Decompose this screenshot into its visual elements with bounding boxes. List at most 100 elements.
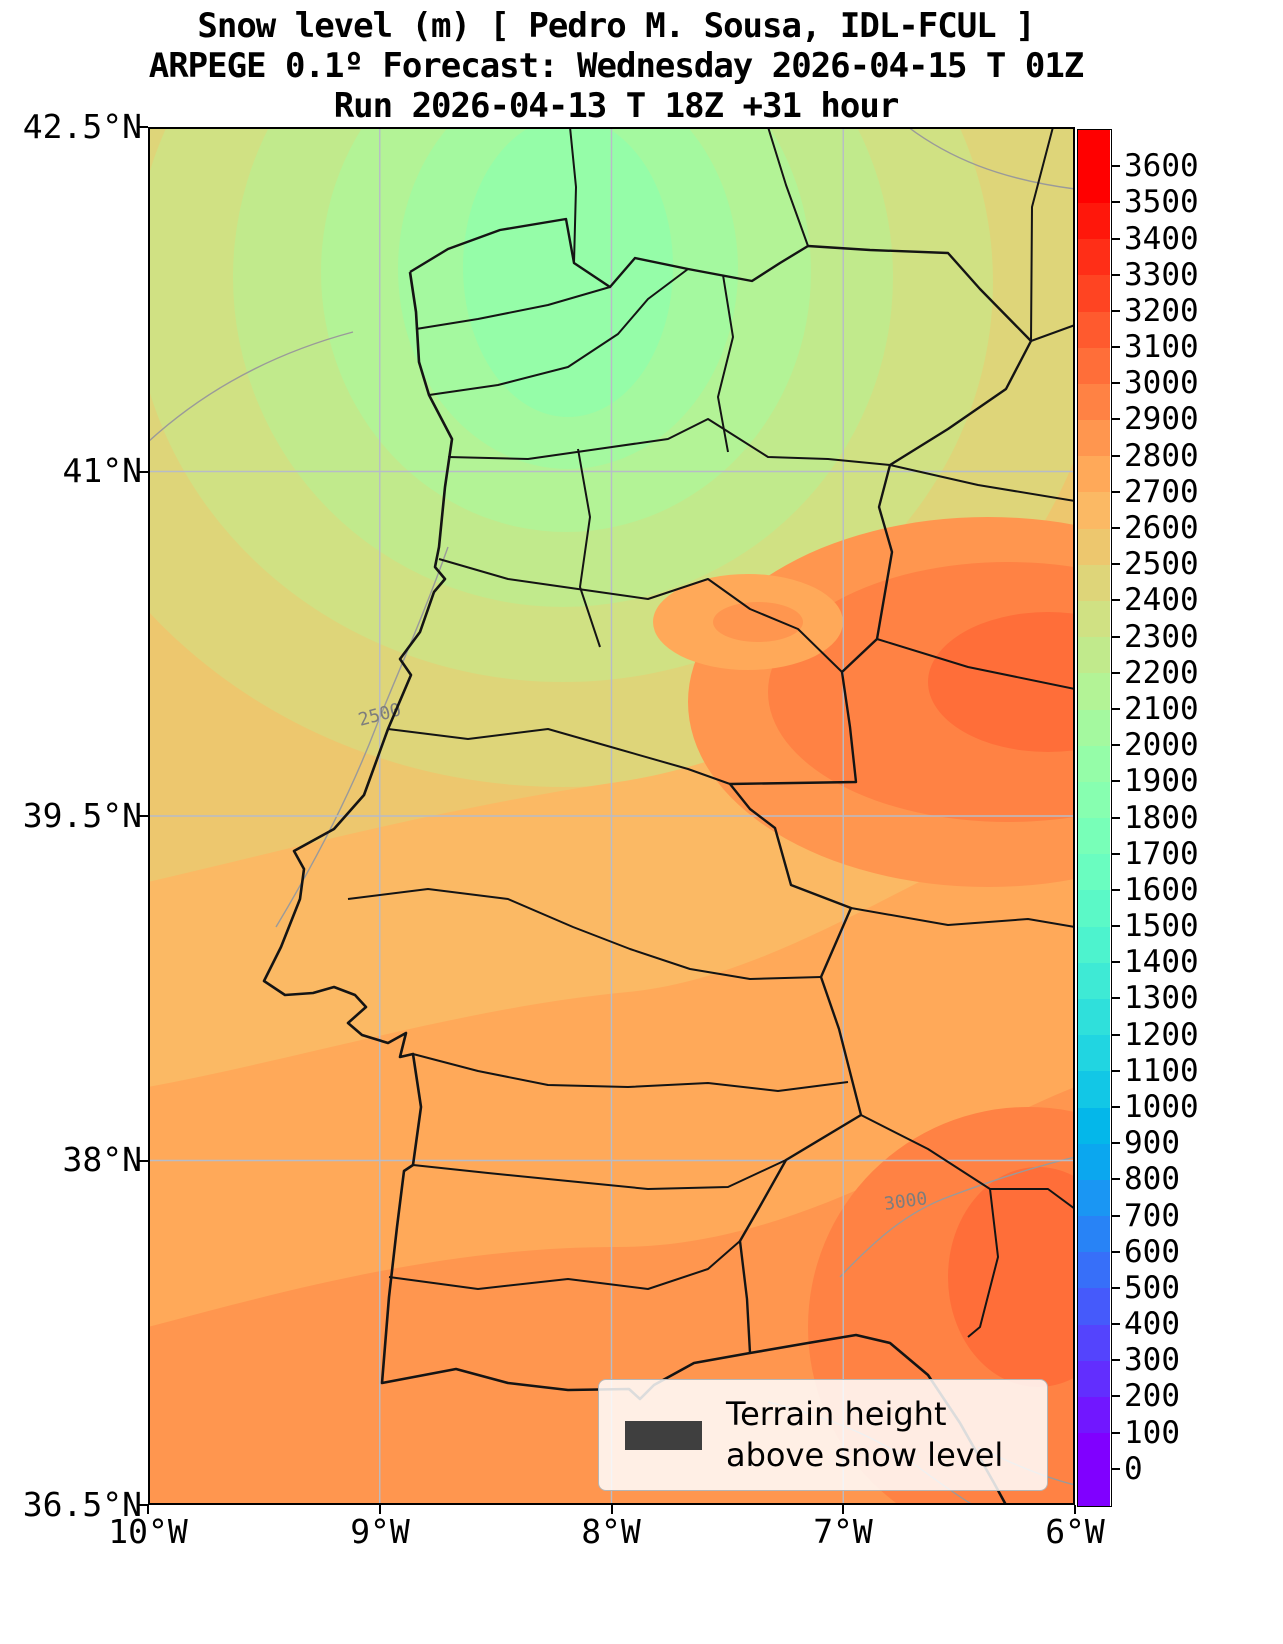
- colorbar-band: [1078, 1034, 1110, 1072]
- colorbar-tick-label: 1000: [1124, 1088, 1199, 1125]
- colorbar-band: [1078, 745, 1110, 782]
- colorbar-tick-mark: [1111, 1105, 1120, 1108]
- y-tick-label: 36.5°N: [22, 1485, 142, 1524]
- colorbar-band: [1078, 274, 1110, 312]
- colorbar-tick-label: 1800: [1124, 799, 1199, 836]
- y-tick-label: 39.5°N: [22, 796, 142, 835]
- colorbar-tick-label: 2400: [1124, 582, 1199, 619]
- colorbar-tick-mark: [1111, 563, 1120, 566]
- title-line-1: Snow level (m) [ Pedro M. Sousa, IDL-FCU…: [197, 6, 1035, 46]
- colorbar-tick-label: 3300: [1124, 256, 1199, 293]
- colorbar-band: [1078, 889, 1110, 927]
- colorbar-band: [1078, 636, 1110, 674]
- colorbar-tick-mark: [1111, 925, 1120, 928]
- colorbar-tick-label: 3000: [1124, 365, 1199, 402]
- x-tick-label: 10°W: [108, 1512, 188, 1551]
- y-axis-tick-mark: [139, 815, 148, 817]
- colorbar-band: [1078, 347, 1110, 384]
- colorbar-band: [1078, 998, 1110, 1036]
- colorbar-band: [1078, 1106, 1110, 1144]
- y-tick-label: 38°N: [62, 1140, 142, 1179]
- title-block: Snow level (m) [ Pedro M. Sousa, IDL-FCU…: [0, 6, 1232, 126]
- colorbar-tick-mark: [1111, 888, 1120, 891]
- colorbar-tick-label: 1600: [1124, 871, 1199, 908]
- colorbar-band: [1078, 853, 1110, 891]
- colorbar-tick-mark: [1111, 1395, 1120, 1398]
- colorbar-band: [1078, 528, 1110, 565]
- colorbar-band: [1078, 419, 1110, 457]
- colorbar-band: [1078, 708, 1110, 746]
- colorbar-tick-mark: [1111, 997, 1120, 1000]
- colorbar-tick-mark: [1111, 1069, 1120, 1072]
- colorbar-band: [1078, 166, 1110, 203]
- colorbar-tick-label: 0: [1124, 1450, 1143, 1487]
- colorbar-band: [1078, 1287, 1110, 1325]
- colorbar-tick-mark: [1111, 382, 1120, 385]
- colorbar-tick-mark: [1111, 744, 1120, 747]
- country-border-path: [409, 217, 1033, 1354]
- colorbar-band: [1078, 600, 1110, 638]
- colorbar-tick-mark: [1111, 454, 1120, 457]
- legend-line-2: above snow level: [726, 1436, 1004, 1474]
- colorbar-tick-label: 700: [1124, 1197, 1180, 1234]
- colorbar-band: [1078, 1251, 1110, 1289]
- colorbar-tick-label: 1200: [1124, 1016, 1199, 1053]
- colorbar-tick-label: 600: [1124, 1233, 1180, 1270]
- colorbar-band: [1078, 1324, 1110, 1361]
- colorbar-tick-label: 300: [1124, 1342, 1180, 1379]
- colorbar-band: [1078, 202, 1110, 240]
- x-axis-tick-mark: [147, 1505, 149, 1514]
- x-axis-tick-mark: [1074, 1505, 1076, 1514]
- legend: Terrain height above snow level: [598, 1379, 1048, 1491]
- colorbar-band: [1078, 926, 1110, 963]
- colorbar-tick-label: 2600: [1124, 510, 1199, 547]
- colorbar-tick-label: 1100: [1124, 1052, 1199, 1089]
- colorbar-tick-label: 2200: [1124, 654, 1199, 691]
- colorbar-band: [1078, 238, 1110, 276]
- colorbar-tick-label: 1700: [1124, 835, 1199, 872]
- colorbar-band: [1078, 1468, 1110, 1506]
- colorbar-tick-mark: [1111, 165, 1120, 168]
- colorbar-tick-label: 900: [1124, 1125, 1180, 1162]
- title-line-2: ARPEGE 0.1º Forecast: Wednesday 2026-04-…: [148, 46, 1085, 86]
- y-axis-tick-mark: [139, 1159, 148, 1162]
- x-tick-label: 9°W: [350, 1512, 410, 1551]
- colorbar-tick-mark: [1111, 852, 1120, 855]
- colorbar-tick-label: 3600: [1124, 148, 1199, 185]
- colorbar-band: [1078, 781, 1110, 819]
- y-tick-label: 42.5°N: [22, 107, 142, 146]
- legend-text: Terrain height above snow level: [726, 1394, 1003, 1476]
- colorbar-tick-label: 3500: [1124, 184, 1199, 221]
- colorbar-tick-label: 1300: [1124, 980, 1199, 1017]
- colorbar-band: [1078, 1143, 1110, 1180]
- colorbar-band: [1078, 1070, 1110, 1108]
- colorbar-tick-mark: [1111, 1431, 1120, 1434]
- legend-terrain-swatch: [625, 1420, 702, 1450]
- colorbar-band: [1078, 455, 1110, 493]
- colorbar-tick-label: 2900: [1124, 401, 1199, 438]
- colorbar-tick-mark: [1111, 490, 1120, 493]
- x-tick-label: 8°W: [581, 1512, 641, 1551]
- colorbar-tick-label: 3100: [1124, 329, 1199, 366]
- colorbar-tick-mark: [1111, 309, 1120, 312]
- colorbar-tick-mark: [1111, 961, 1120, 964]
- map-svg: 2500 3000: [148, 127, 1075, 1505]
- x-axis-tick-mark: [842, 1505, 845, 1514]
- colorbar-tick-label: 1900: [1124, 763, 1199, 800]
- colorbar-tick-mark: [1111, 599, 1120, 602]
- y-axis-tick-mark: [139, 1504, 148, 1506]
- colorbar-tick-label: 1500: [1124, 908, 1199, 945]
- district-boundaries: [347, 127, 1075, 1338]
- colorbar-tick-mark: [1111, 1033, 1120, 1036]
- colorbar-tick-label: 2800: [1124, 437, 1199, 474]
- colorbar-tick-mark: [1111, 1467, 1120, 1470]
- colorbar-tick-mark: [1111, 1359, 1120, 1362]
- colorbar-tick-label: 2100: [1124, 690, 1199, 727]
- colorbar-tick-mark: [1111, 816, 1120, 819]
- plot-frame: [148, 127, 1075, 1505]
- colorbar-tick-mark: [1111, 1178, 1120, 1181]
- colorbar-band: [1078, 1396, 1110, 1434]
- title-line-3: Run 2026-04-13 T 18Z +31 hour: [333, 86, 900, 126]
- colorbar-tick-mark: [1111, 635, 1120, 638]
